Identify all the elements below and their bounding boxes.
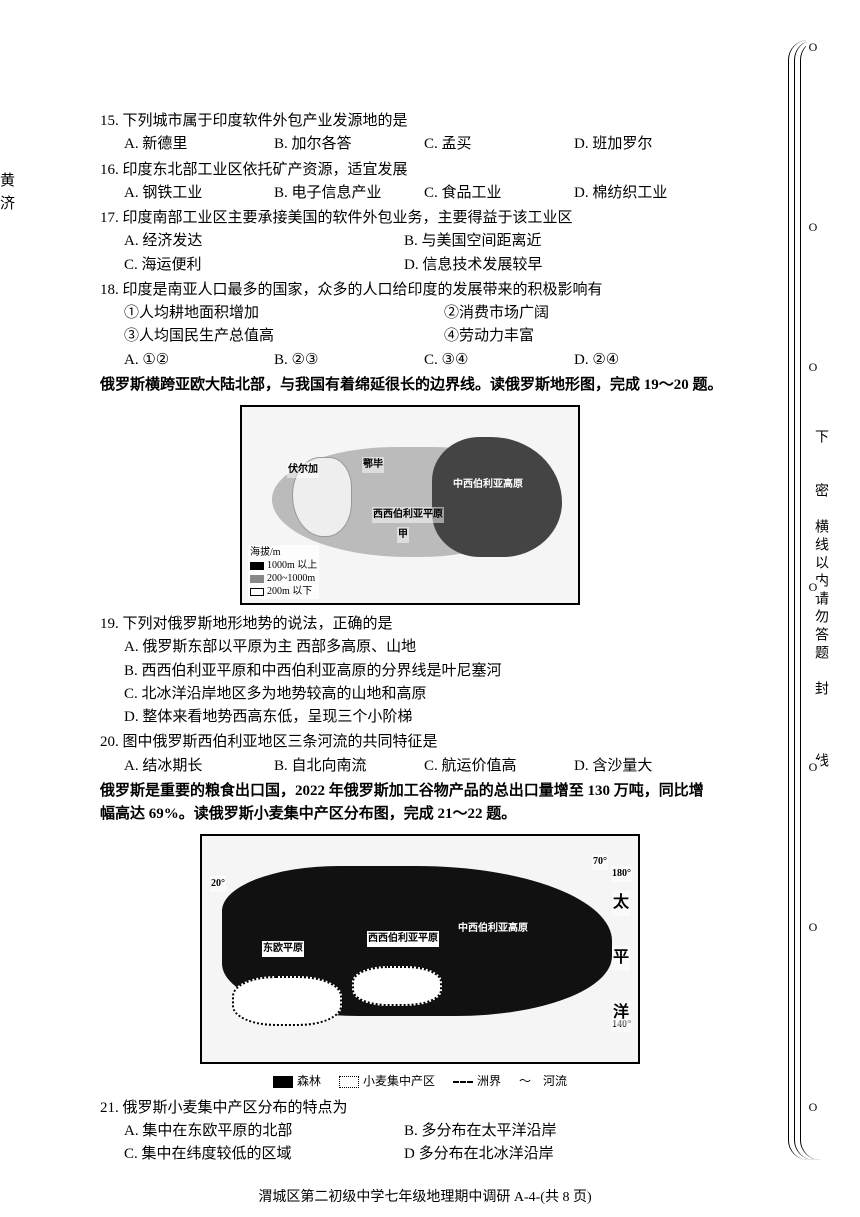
q15-b: B. 加尔各答 [274,133,414,156]
q19-stem: 19. 下列对俄罗斯地形地势的说法，正确的是 [100,613,750,636]
q18-sub-2: ③人均国民生产总值高 ④劳动力丰富 [100,325,750,348]
map2-leg-1: 小麦集中产区 [363,1072,435,1091]
russia-terrain-map: 伏尔加 鄂毕 西西伯利亚平原 中西伯利亚高原 甲 海拔/m 1000m 以上 2… [240,405,580,605]
page-edge-text: 黄 济 [0,170,15,215]
binding-mark-6: O [806,1100,820,1115]
q20-c: C. 航运价值高 [424,755,564,778]
q18-sub-1: ①人均耕地面积增加 ②消费市场广阔 [100,302,750,325]
q15-options: A. 新德里 B. 加尔各答 C. 孟买 D. 班加罗尔 [100,133,750,156]
q16-d: D. 棉纺织工业 [574,182,667,205]
q16-c: C. 食品工业 [424,182,564,205]
q20-d: D. 含沙量大 [574,755,652,778]
q18-d: D. ②④ [574,349,619,372]
russia-wheat-map: 20° 180° 140° 70° 东欧平原 西西伯利亚平原 中西伯利亚高原 太… [200,834,640,1064]
q18-s2: ②消费市场广阔 [444,302,724,325]
intro-21-22: 俄罗斯是重要的粮食出口国，2022 年俄罗斯加工谷物产品的总出口量增至 130 … [100,780,750,827]
map2-l3: 中西伯利亚高原 [457,921,529,937]
intro2-l2: 幅高达 69%。读俄罗斯小麦集中产区分布图，完成 21～22 题。 [100,806,516,822]
binding-mark-3: O [806,580,820,595]
q20-b: B. 自北向南流 [274,755,414,778]
q19-b: B. 西西伯利亚平原和中西伯利亚高原的分界线是叶尼塞河 [124,660,750,683]
q18-s1: ①人均耕地面积增加 [124,302,404,325]
map1-label-2: 鄂毕 [362,457,384,473]
intro-19-20: 俄罗斯横跨亚欧大陆北部，与我国有着绵延很长的边界线。读俄罗斯地形图，完成 19～… [100,374,750,397]
map2-l2: 西西伯利亚平原 [367,931,439,947]
map1-legend-title: 海拔/m [250,546,317,559]
map2-t2: 平 [612,946,630,971]
q20-a: A. 结冰期长 [124,755,264,778]
q20-options: A. 结冰期长 B. 自北向南流 C. 航运价值高 D. 含沙量大 [100,755,750,778]
q18-options: A. ①② B. ②③ C. ③④ D. ②④ [100,349,750,372]
exam-page: 15. 下列城市属于印度软件外包产业发源地的是 A. 新德里 B. 加尔各答 C… [100,110,750,1208]
q16-stem: 16. 印度东北部工业区依托矿产资源，适宜发展 [100,159,750,182]
q17-stem: 17. 印度南部工业区主要承接美国的软件外包业务，主要得益于该工业区 [100,207,750,230]
binding-text: 下 密 横线以内请勿答题 封 线 [810,40,830,1160]
q18-stem: 18. 印度是南亚人口最多的国家，众多的人口给印度的发展带来的积极影响有 [100,279,750,302]
q15-a: A. 新德里 [124,133,264,156]
q21-d: D 多分布在北冰洋沿岸 [404,1143,684,1166]
map2-lon2: 180° [611,866,632,882]
binding-mark-2: O [806,360,820,375]
q18-c: C. ③④ [424,349,564,372]
map1-legend: 海拔/m 1000m 以上 200~1000m 200m 以下 [248,545,319,599]
map2-t3: 洋 [612,1001,630,1026]
binding-mark-4: O [806,760,820,775]
q16-a: A. 钢铁工业 [124,182,264,205]
q19-d: D. 整体来看地势西高东低，呈现三个小阶梯 [124,706,750,729]
q15-stem: 15. 下列城市属于印度软件外包产业发源地的是 [100,110,750,133]
q18-a: A. ①② [124,349,264,372]
q17-a: A. 经济发达 [124,230,404,253]
question-15: 15. 下列城市属于印度软件外包产业发源地的是 A. 新德里 B. 加尔各答 C… [100,110,750,157]
map2-l1: 东欧平原 [262,941,304,957]
q19-c: C. 北冰洋沿岸地区多为地势较高的山地和高原 [124,683,750,706]
binding-mark-0: O [806,40,820,55]
q21-c: C. 集中在纬度较低的区域 [124,1143,404,1166]
q18-b: B. ②③ [274,349,414,372]
q19-a: A. 俄罗斯东部以平原为主 西部多高原、山地 [124,636,750,659]
map1-label-3: 西西伯利亚平原 [372,507,444,523]
question-17: 17. 印度南部工业区主要承接美国的软件外包业务，主要得益于该工业区 A. 经济… [100,207,750,277]
binding-mark-1: O [806,220,820,235]
q16-b: B. 电子信息产业 [274,182,414,205]
q15-c: C. 孟买 [424,133,564,156]
map1-leg-1: 200~1000m [267,572,315,585]
question-18: 18. 印度是南亚人口最多的国家，众多的人口给印度的发展带来的积极影响有 ①人均… [100,279,750,372]
q21-stem: 21. 俄罗斯小麦集中产区分布的特点为 [100,1097,750,1120]
q19-options: A. 俄罗斯东部以平原为主 西部多高原、山地 B. 西西伯利亚平原和中西伯利亚高… [100,636,750,729]
page-footer: 渭城区第二初级中学七年级地理期中调研 A-4-(共 8 页) [100,1187,750,1209]
map2-leg-3: 河流 [543,1072,567,1091]
q18-s4: ④劳动力丰富 [444,325,724,348]
map2-t1: 太 [612,891,630,916]
q15-d: D. 班加罗尔 [574,133,652,156]
frag-2: 济 [0,193,15,216]
map1-label-1: 伏尔加 [287,462,319,478]
binding-mark-5: O [806,920,820,935]
q21-a: A. 集中在东欧平原的北部 [124,1120,404,1143]
q20-stem: 20. 图中俄罗斯西伯利亚地区三条河流的共同特征是 [100,731,750,754]
map2-lon1: 20° [210,876,226,892]
map1-label-5: 甲 [397,527,409,543]
question-20: 20. 图中俄罗斯西伯利亚地区三条河流的共同特征是 A. 结冰期长 B. 自北向… [100,731,750,778]
q18-s3: ③人均国民生产总值高 [124,325,404,348]
question-19: 19. 下列对俄罗斯地形地势的说法，正确的是 A. 俄罗斯东部以平原为主 西部多… [100,613,750,729]
map2-leg-0: 森林 [297,1072,321,1091]
map2-legend: 森林 小麦集中产区 洲界 〜河流 [200,1072,640,1091]
map2-leg-2: 洲界 [477,1072,501,1091]
q17-options: A. 经济发达 B. 与美国空间距离近 C. 海运便利 D. 信息技术发展较早 [100,230,750,277]
map1-leg-0: 1000m 以上 [267,559,317,572]
q21-options: A. 集中在东欧平原的北部 B. 多分布在太平洋沿岸 C. 集中在纬度较低的区域… [100,1120,750,1167]
question-16: 16. 印度东北部工业区依托矿产资源，适宜发展 A. 钢铁工业 B. 电子信息产… [100,159,750,206]
q17-b: B. 与美国空间距离近 [404,230,684,253]
question-21: 21. 俄罗斯小麦集中产区分布的特点为 A. 集中在东欧平原的北部 B. 多分布… [100,1097,750,1167]
intro2-l1: 俄罗斯是重要的粮食出口国，2022 年俄罗斯加工谷物产品的总出口量增至 130 … [100,783,704,799]
frag-1: 黄 [0,170,15,193]
map1-label-4: 中西伯利亚高原 [452,477,524,493]
q16-options: A. 钢铁工业 B. 电子信息产业 C. 食品工业 D. 棉纺织工业 [100,182,750,205]
q21-b: B. 多分布在太平洋沿岸 [404,1120,684,1143]
q17-d: D. 信息技术发展较早 [404,254,684,277]
binding-margin: 下 密 横线以内请勿答题 封 线 O O O O O O O [788,40,848,1160]
map1-leg-2: 200m 以下 [267,585,312,598]
q17-c: C. 海运便利 [124,254,404,277]
map2-lat1: 70° [592,854,608,870]
